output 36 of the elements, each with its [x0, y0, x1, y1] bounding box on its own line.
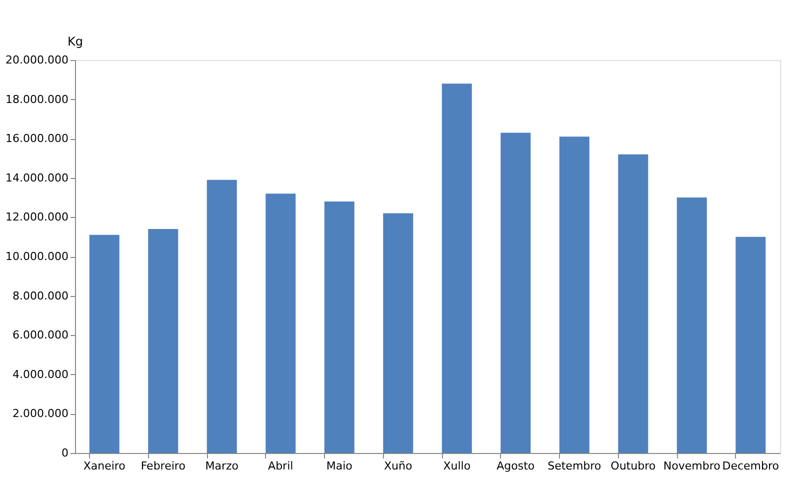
bar	[383, 213, 414, 453]
y-tick-label: 4.000.000	[12, 368, 68, 381]
bar	[559, 136, 590, 453]
bar	[266, 194, 296, 453]
bar	[676, 198, 707, 453]
x-tick-label: Xuño	[384, 460, 412, 472]
y-tick-label: 6.000.000	[12, 328, 68, 342]
y-tick-label: 16.000.000	[6, 132, 68, 146]
x-tick-label: Abril	[268, 460, 294, 472]
x-tick-label: Maio	[326, 460, 353, 472]
y-tick-label: 0	[62, 446, 68, 460]
y-tick-label: 8.000.000	[12, 289, 68, 302]
x-tick-label: Febreiro	[140, 460, 186, 472]
y-tick-label: 14.000.000	[6, 171, 68, 184]
y-tick-label: 2.000.000	[12, 407, 68, 420]
bar	[148, 228, 178, 453]
x-tick-label: Decembro	[722, 460, 780, 472]
x-tick-label: Setembro	[548, 460, 602, 472]
bar	[500, 132, 531, 453]
bar	[324, 201, 354, 453]
x-tick-label: Outubro	[610, 460, 656, 472]
x-tick-label: Novembro	[663, 460, 721, 472]
bar	[89, 234, 120, 453]
bar	[736, 236, 766, 453]
x-tick-label: Xullo	[443, 460, 471, 472]
x-tick-label: Marzo	[205, 460, 239, 472]
y-tick-label: 12.000.000	[6, 210, 68, 224]
bar	[618, 154, 648, 453]
y-tick-label: 20.000.000	[6, 54, 68, 66]
y-axis-title: Kg	[68, 34, 83, 48]
x-tick-label: Agosto	[496, 460, 535, 472]
bar	[442, 84, 472, 453]
bar	[206, 180, 237, 453]
y-tick-label: 10.000.000	[6, 250, 68, 263]
x-tick-label: Xaneiro	[83, 460, 126, 472]
y-tick-label: 18.000.000	[6, 92, 68, 106]
